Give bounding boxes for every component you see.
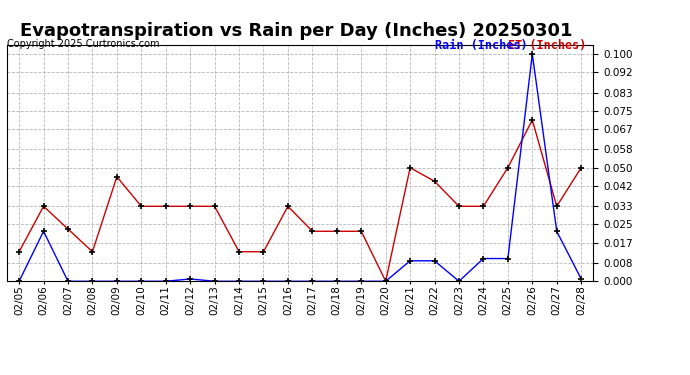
Text: Rain (Inches): Rain (Inches) (435, 39, 528, 53)
Text: Evapotranspiration vs Rain per Day (Inches) 20250301: Evapotranspiration vs Rain per Day (Inch… (21, 22, 573, 40)
Text: ET (Inches): ET (Inches) (508, 39, 586, 53)
Text: Copyright 2025 Curtronics.com: Copyright 2025 Curtronics.com (7, 39, 159, 50)
